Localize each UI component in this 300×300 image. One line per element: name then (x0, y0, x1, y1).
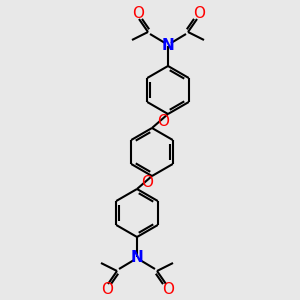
Text: O: O (162, 281, 174, 296)
Text: N: N (162, 38, 174, 53)
Text: O: O (157, 113, 169, 128)
Text: O: O (132, 7, 144, 22)
Text: N: N (130, 250, 143, 265)
Text: O: O (193, 7, 205, 22)
Text: O: O (101, 281, 113, 296)
Text: O: O (142, 175, 154, 190)
